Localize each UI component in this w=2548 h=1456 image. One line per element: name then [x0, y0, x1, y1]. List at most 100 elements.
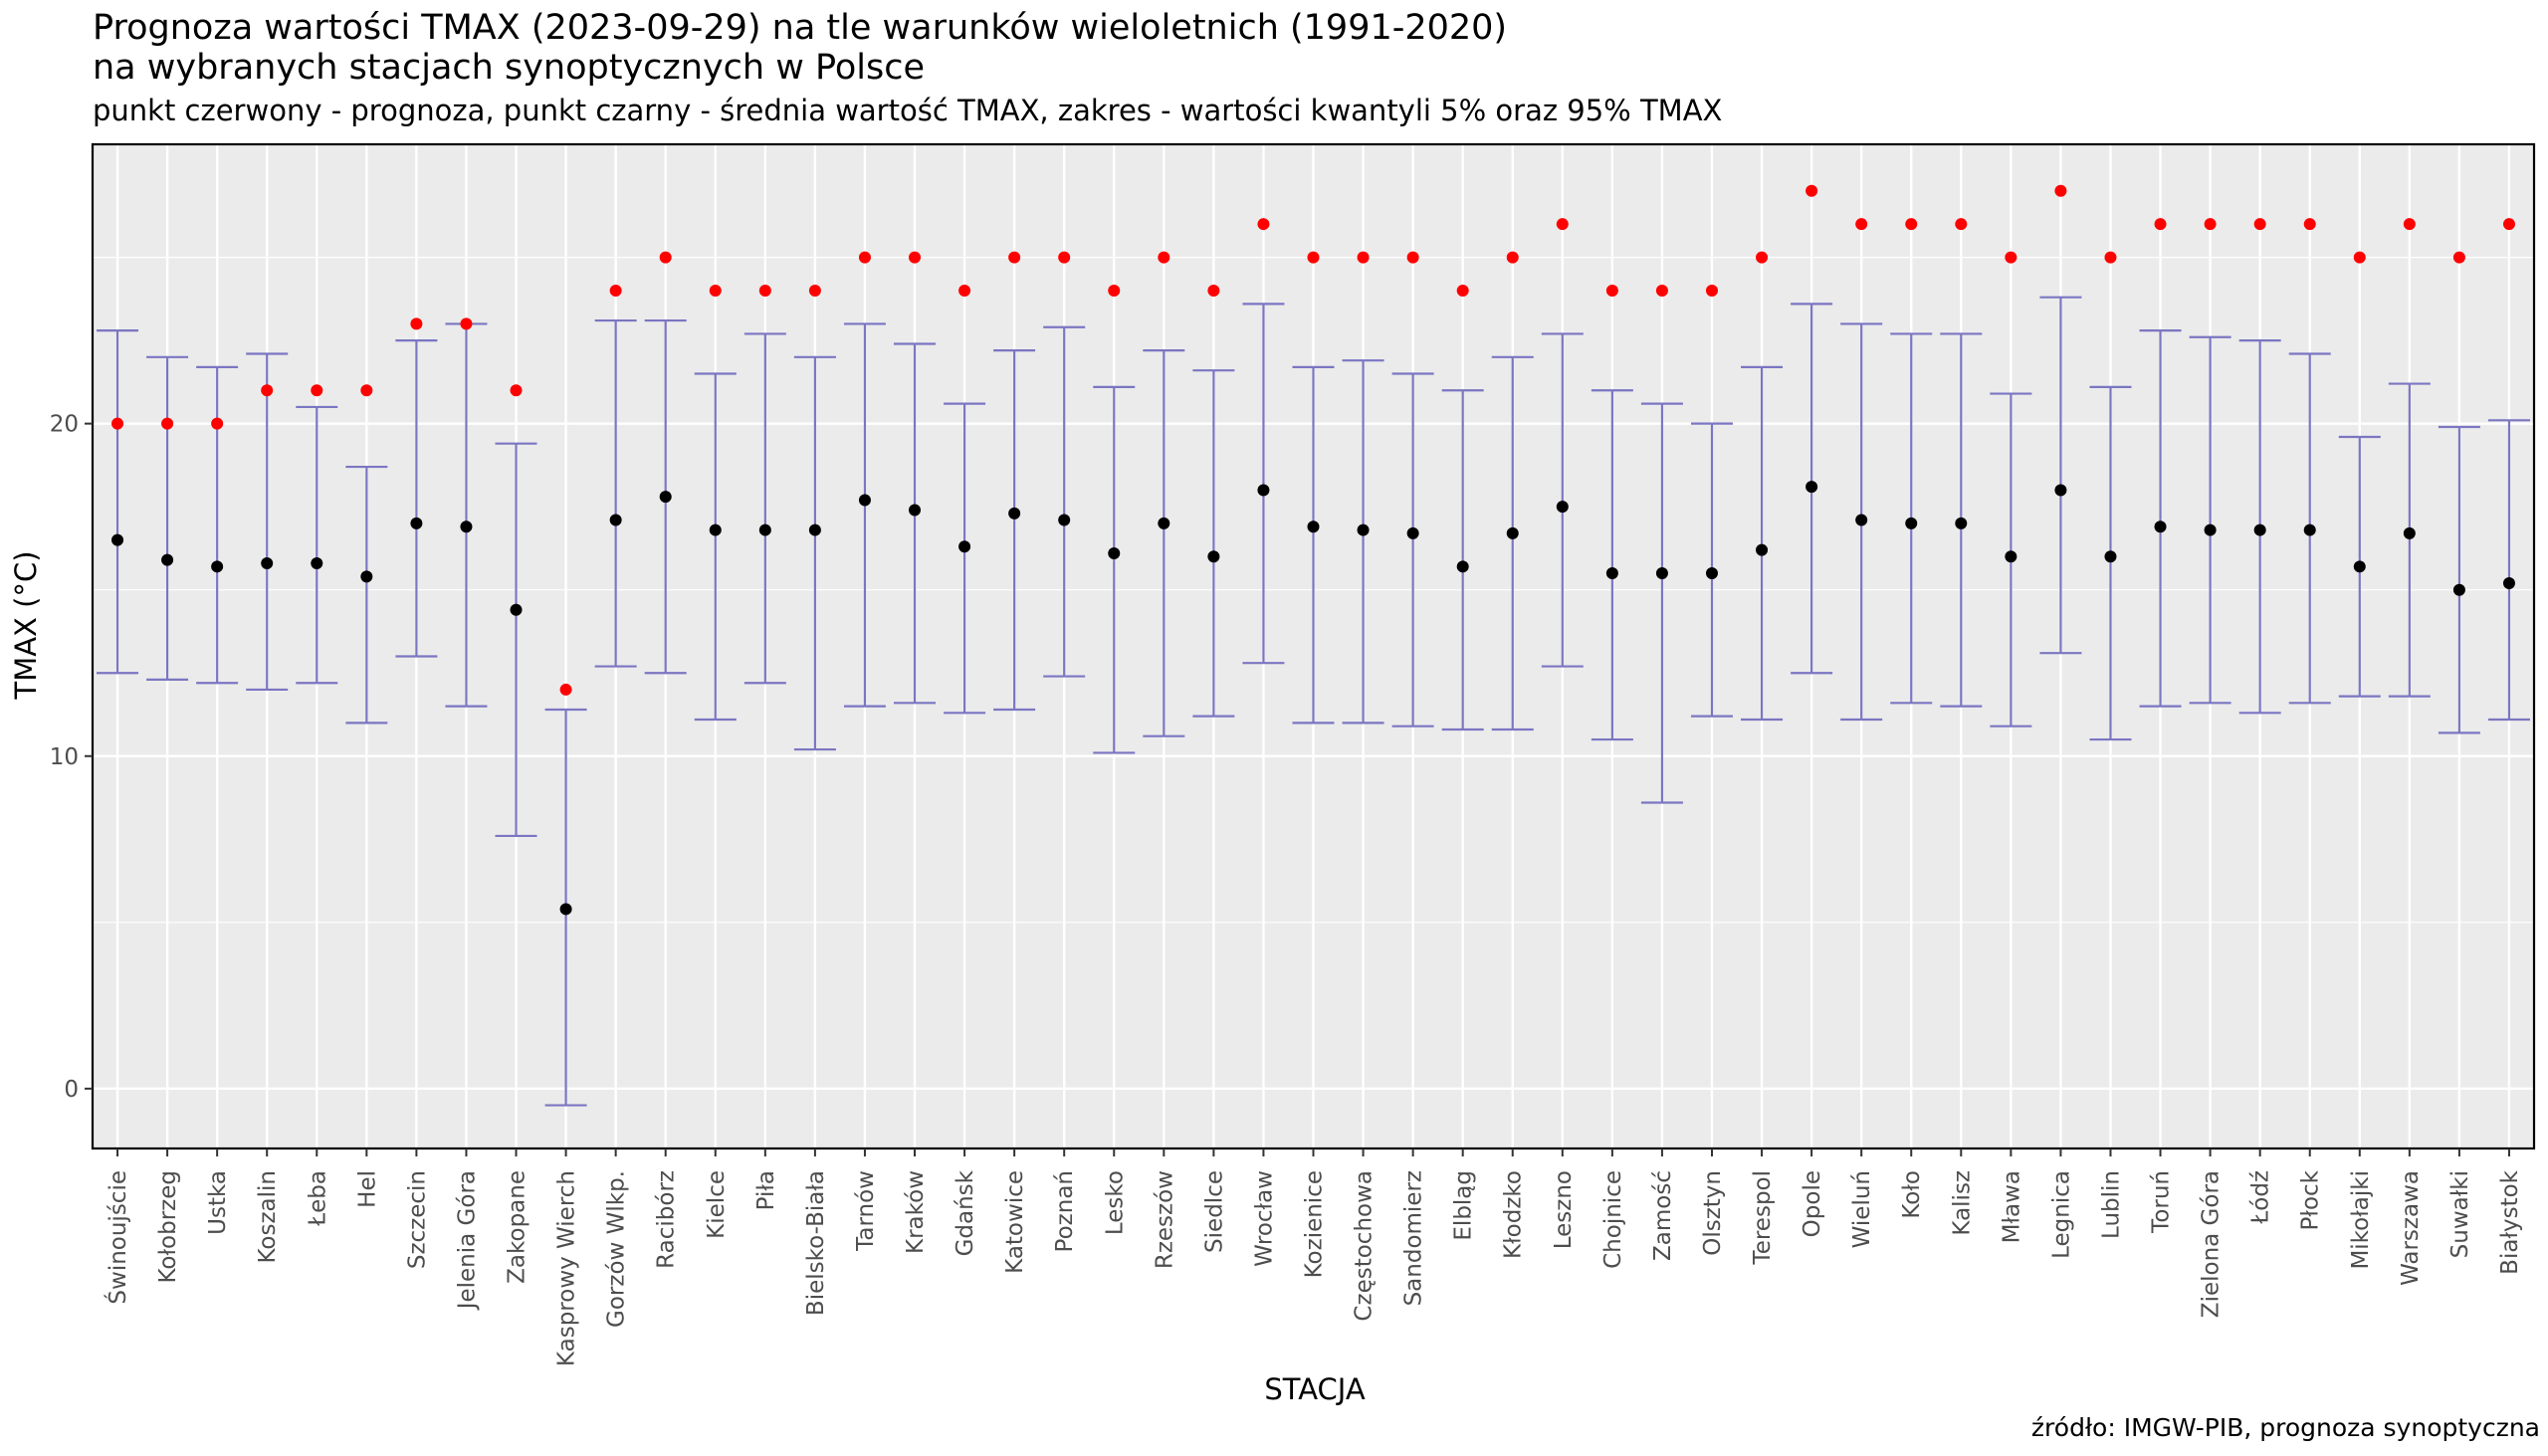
error-bar: [2487, 419, 2530, 722]
forecast-point: [1257, 218, 1270, 231]
error-bar: [2438, 425, 2480, 734]
forecast-point: [559, 683, 572, 696]
x-tick-label: Kielce: [704, 1170, 730, 1239]
error-bar: [1093, 385, 1136, 754]
x-tick-label: Warszawa: [2398, 1170, 2424, 1286]
mean-point: [510, 603, 523, 616]
mean-point: [1207, 550, 1220, 563]
error-bar: [2039, 296, 2082, 655]
forecast-point: [909, 251, 922, 264]
forecast-point: [1058, 251, 1071, 264]
forecast-point: [161, 417, 174, 430]
error-bar: [1143, 349, 1185, 737]
error-bar: [793, 355, 836, 751]
forecast-point: [709, 285, 722, 298]
forecast-point: [958, 285, 971, 298]
chart-title-line1: Prognoza wartości TMAX (2023-09-29) na t…: [93, 8, 1508, 48]
mean-point: [1905, 517, 1918, 529]
forecast-point: [510, 384, 523, 397]
chart-title-line2: na wybranych stacjach synoptycznych w Po…: [93, 48, 925, 88]
mean-point: [161, 553, 174, 566]
mean-point: [1955, 517, 1968, 529]
error-bar: [2089, 385, 2132, 741]
forecast-point: [1357, 251, 1370, 264]
forecast-point: [609, 285, 622, 298]
x-tick-label: Białystok: [2497, 1169, 2523, 1274]
forecast-point: [1655, 285, 1668, 298]
forecast-point: [1207, 285, 1220, 298]
error-bar: [2139, 328, 2182, 708]
mean-point: [808, 523, 821, 536]
mean-point: [1307, 520, 1320, 533]
error-bar: [1541, 332, 1584, 668]
forecast-point: [1905, 218, 1918, 231]
x-tick-label: Suwałki: [2447, 1170, 2473, 1258]
forecast-point: [1456, 285, 1469, 298]
error-bar: [1342, 359, 1384, 725]
mean-point: [1158, 517, 1170, 529]
mean-point: [111, 533, 124, 546]
error-bar: [743, 332, 786, 685]
error-bar: [1192, 369, 1235, 718]
forecast-point: [2303, 218, 2316, 231]
mean-point: [2104, 550, 2117, 563]
forecast-point: [2054, 184, 2067, 197]
x-tick-label: Zakopane: [505, 1170, 531, 1284]
x-tick-label: Kłodzko: [1501, 1170, 1527, 1259]
forecast-point: [1855, 218, 1868, 231]
x-axis-title: STACJA: [1264, 1372, 1365, 1406]
x-tick-label: Łeba: [305, 1170, 330, 1227]
x-tick-label: Częstochowa: [1352, 1170, 1378, 1322]
mean-point: [1257, 484, 1270, 497]
mean-point: [311, 556, 323, 569]
x-tick-label: Kołobrzeg: [155, 1170, 181, 1284]
source-caption: źródło: IMGW-PIB, prognoza synoptyczna: [2030, 1413, 2540, 1442]
mean-point: [758, 523, 771, 536]
error-bar: [944, 402, 986, 715]
mean-point: [2154, 520, 2167, 533]
forecast-point: [2204, 218, 2217, 231]
x-tick-label: Mikołajki: [2348, 1170, 2374, 1270]
error-bar: [1640, 402, 1683, 804]
forecast-point: [2502, 218, 2515, 231]
forecast-point: [1406, 251, 1419, 264]
error-bar: [1242, 303, 1285, 665]
x-tick-label: Kasprowy Wierch: [554, 1170, 580, 1366]
x-tick-label: Sandomierz: [1401, 1170, 1427, 1306]
x-tick-label: Opole: [1800, 1170, 1825, 1237]
mean-point: [2502, 577, 2515, 590]
forecast-point: [2452, 251, 2465, 264]
error-bar: [1441, 389, 1484, 731]
x-tick-label: Wrocław: [1251, 1170, 1277, 1267]
x-tick-label: Szczecin: [404, 1170, 430, 1269]
mean-point: [2253, 523, 2266, 536]
forecast-point: [2104, 251, 2117, 264]
x-tick-label: Rzeszów: [1152, 1170, 1177, 1269]
x-tick-label: Gdańsk: [953, 1169, 978, 1256]
error-bar: [1741, 365, 1784, 722]
x-tick-label: Zamość: [1650, 1170, 1676, 1261]
y-axis-title: TMAX (°C): [9, 550, 43, 700]
x-tick-label: Świnoujście: [104, 1170, 131, 1305]
y-tick-label: 0: [64, 1077, 79, 1103]
x-tick-label: Toruń: [2149, 1170, 2175, 1234]
x-tick-label: Leszno: [1551, 1170, 1577, 1249]
x-tick-label: Wieluń: [1849, 1170, 1875, 1248]
x-tick-label: Łódź: [2248, 1170, 2274, 1225]
x-tick-label: Kraków: [903, 1170, 929, 1254]
error-bar: [2388, 382, 2431, 698]
y-tick-label: 10: [50, 744, 79, 770]
x-tick-label: Terespol: [1750, 1170, 1776, 1265]
x-tick-label: Koło: [1899, 1170, 1925, 1219]
mean-point: [1756, 543, 1769, 556]
mean-point: [2303, 523, 2316, 536]
x-tick-label: Płock: [2298, 1169, 2324, 1230]
x-tick-label: Lesko: [1102, 1170, 1128, 1235]
mean-point: [2204, 523, 2217, 536]
mean-point: [1008, 507, 1021, 520]
error-bar: [2189, 335, 2231, 705]
x-tick-label: Katowice: [1002, 1170, 1028, 1274]
forecast-point: [1506, 251, 1519, 264]
forecast-point: [758, 285, 771, 298]
